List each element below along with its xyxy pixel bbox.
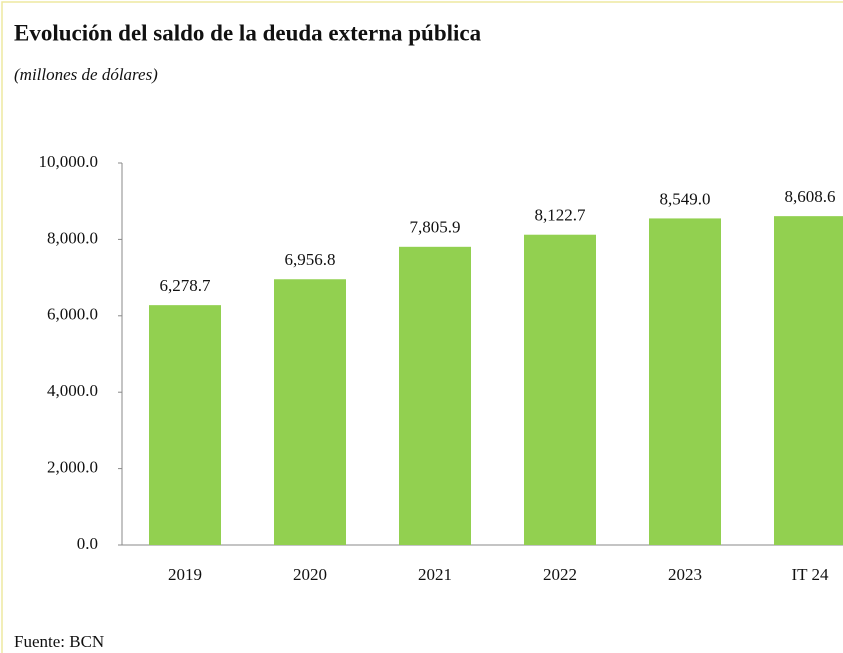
- x-tick-label: 2020: [293, 565, 327, 584]
- chart-title: Evolución del saldo de la deuda externa …: [14, 20, 482, 45]
- y-tick-label: 10,000.0: [39, 152, 99, 171]
- y-tick-label: 6,000.0: [47, 305, 98, 324]
- data-label: 6,278.7: [160, 276, 212, 295]
- x-tick-label: 2021: [418, 565, 452, 584]
- y-tick-label: 8,000.0: [47, 228, 98, 247]
- x-tick-label: 2022: [543, 565, 577, 584]
- x-tick-label: 2019: [168, 565, 202, 584]
- source: Fuente: BCN: [14, 632, 104, 651]
- bar: [399, 246, 471, 545]
- x-tick-label: 2023: [668, 565, 702, 584]
- y-tick-label: 4,000.0: [47, 381, 98, 400]
- bar: [524, 234, 596, 545]
- y-tick-label: 0.0: [77, 534, 98, 553]
- bar: [149, 305, 221, 545]
- data-label: 6,956.8: [285, 250, 336, 269]
- y-tick-label: 2,000.0: [47, 458, 98, 477]
- data-label: 8,122.7: [535, 206, 587, 225]
- data-label: 8,608.6: [785, 187, 836, 206]
- x-tick-label: IT 24: [792, 565, 829, 584]
- data-label: 7,805.9: [410, 218, 461, 237]
- bar: [274, 279, 346, 545]
- bar: [649, 218, 721, 545]
- bar: [774, 216, 843, 545]
- data-label: 8,549.0: [660, 189, 711, 208]
- chart-subtitle: (millones de dólares): [14, 65, 158, 84]
